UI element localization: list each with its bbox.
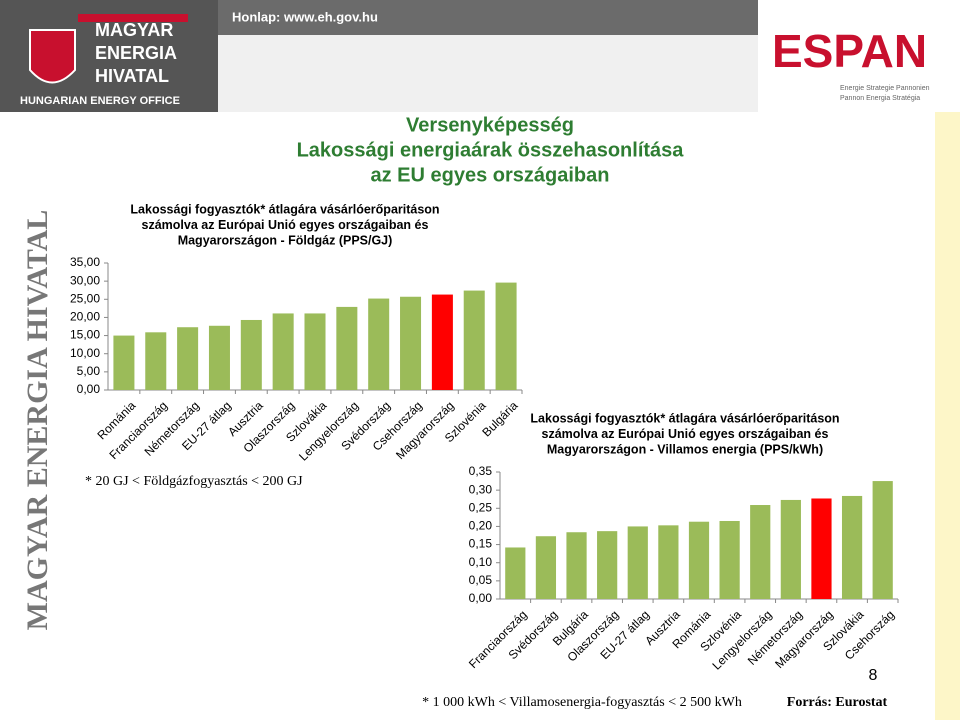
header-fill <box>218 35 758 112</box>
chart-title: Magyarországon - Villamos energia (PPS/k… <box>547 442 823 456</box>
y-tick-label: 0,20 <box>469 519 493 533</box>
bar <box>535 536 557 599</box>
header-bar <box>218 0 758 35</box>
slide-title: Lakossági energiaárak összehasonlítása <box>297 139 685 161</box>
bar <box>719 520 740 599</box>
bar <box>750 505 771 599</box>
logo-shield <box>29 29 76 84</box>
logo-line: HIVATAL <box>95 66 169 86</box>
y-tick-label: 0,10 <box>469 555 493 569</box>
bar <box>566 532 587 599</box>
logo-subtitle: HUNGARIAN ENERGY OFFICE <box>20 95 180 107</box>
bar <box>811 498 832 599</box>
right-strip <box>935 112 960 720</box>
bar <box>368 298 390 390</box>
side-band <box>0 112 50 720</box>
y-tick-label: 0,25 <box>469 500 493 514</box>
bar <box>431 294 453 390</box>
logo-stripe <box>78 14 188 22</box>
bar <box>495 282 517 390</box>
espan-line: Pannon Energia Stratégia <box>840 95 920 102</box>
bar <box>400 296 422 390</box>
bar <box>304 313 326 390</box>
y-tick-label: 0,00 <box>77 382 101 396</box>
slide-title: Versenyképesség <box>406 114 574 136</box>
bar <box>627 526 648 599</box>
y-tick-label: 5,00 <box>77 364 101 378</box>
bar <box>688 521 710 599</box>
chart-title: Lakossági fogyasztók* átlagára vásárlóer… <box>530 411 839 425</box>
slide-title: az EU egyes országaiban <box>371 164 610 186</box>
y-tick-label: 35,00 <box>70 255 100 269</box>
chart-title: Magyarországon - Földgáz (PPS/GJ) <box>178 233 393 247</box>
bar <box>145 332 167 390</box>
y-tick-label: 30,00 <box>70 273 100 287</box>
espan-logo: ESPAN <box>772 25 927 77</box>
website: Honlap: www.eh.gov.hu <box>232 9 378 24</box>
y-tick-label: 15,00 <box>70 328 100 342</box>
bar <box>658 525 679 599</box>
chart-title: számolva az Európai Unió egyes országaib… <box>142 218 429 232</box>
y-tick-label: 0,35 <box>469 464 493 478</box>
y-tick-label: 0,00 <box>469 591 493 605</box>
y-tick-label: 20,00 <box>70 310 100 324</box>
y-tick-label: 0,30 <box>469 482 493 496</box>
source: Forrás: Eurostat <box>787 695 888 710</box>
bar <box>336 306 358 390</box>
logo-line: MAGYAR <box>95 20 173 40</box>
bar <box>208 325 230 390</box>
footnote: * 20 GJ < Földgázfogyasztás < 200 GJ <box>85 474 303 489</box>
bar <box>597 531 618 599</box>
page-number: 8 <box>869 667 878 684</box>
espan-line: Energie Strategie Pannonien <box>840 85 930 92</box>
chart-title: Lakossági fogyasztók* átlagára vásárlóer… <box>130 202 439 216</box>
bar <box>463 290 485 390</box>
bar <box>240 319 262 390</box>
bar <box>841 495 863 599</box>
bar <box>272 313 294 390</box>
bar <box>113 335 135 390</box>
footnote: * 1 000 kWh < Villamosenergia-fogyasztás… <box>422 695 742 710</box>
y-tick-label: 0,15 <box>469 537 493 551</box>
y-tick-label: 25,00 <box>70 291 100 305</box>
bar <box>780 499 801 599</box>
side-text: MAGYAR ENERGIA HIVATAL <box>21 210 54 631</box>
logo-line: ENERGIA <box>95 43 177 63</box>
y-tick-label: 10,00 <box>70 346 100 360</box>
bar <box>505 547 526 599</box>
espan-box <box>758 0 960 112</box>
y-tick-label: 0,05 <box>469 573 493 587</box>
bar <box>177 327 199 390</box>
chart-title: számolva az Európai Unió egyes országaib… <box>542 427 829 441</box>
bar <box>872 481 893 599</box>
